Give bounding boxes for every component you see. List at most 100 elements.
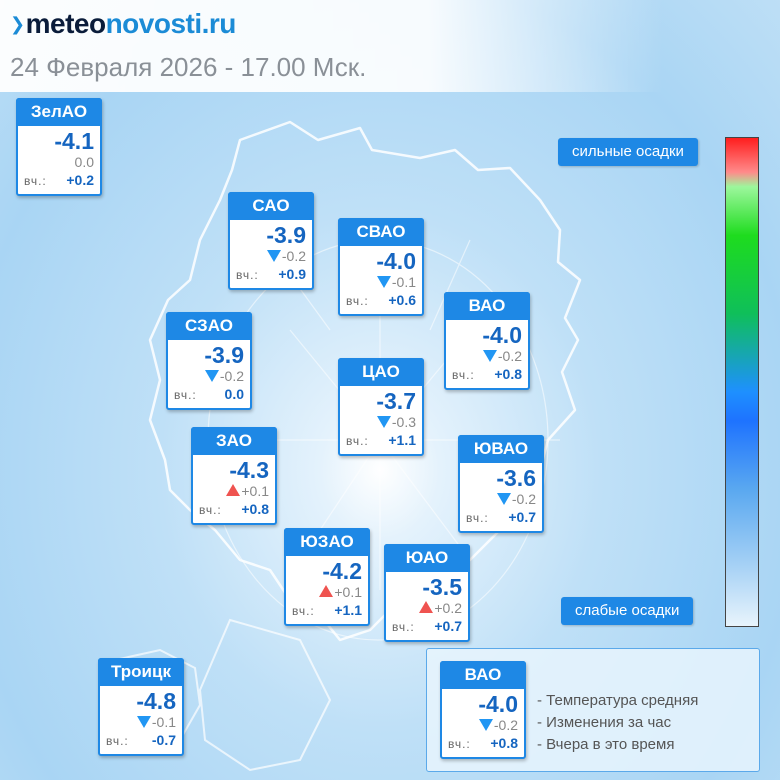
hourly-change: -0.2 [174,368,244,385]
hourly-change-value: -0.2 [493,717,518,733]
district-card-yuzao[interactable]: ЮЗАО -4.2 +0.1 вч.: +1.1 [284,528,370,626]
trend-down-icon [482,350,497,362]
yesterday-label: вч.: [236,268,259,282]
hourly-change: 0.0 [24,154,94,171]
yesterday-label: вч.: [448,737,471,751]
district-card-body: -4.0 -0.1 вч.: +0.6 [340,246,422,314]
district-card-svao[interactable]: СВАО -4.0 -0.1 вч.: +0.6 [338,218,424,316]
district-name: ЮАО [384,544,470,572]
average-temperature: -4.2 [322,558,362,584]
yesterday-row: вч.: +0.8 [452,365,522,384]
district-name: ЮВАО [458,435,544,463]
district-name: СВАО [338,218,424,246]
yesterday-label: вч.: [392,620,415,634]
yesterday-value: 0.0 [224,386,244,402]
yesterday-row: вч.: +0.2 [24,171,94,190]
district-card-body: -3.7 -0.3 вч.: +1.1 [340,386,422,454]
trend-up-icon [319,585,334,597]
trend-up-icon [419,601,434,613]
hourly-change-value: +0.1 [241,483,269,499]
hourly-change-value: -0.3 [391,414,416,430]
yesterday-row: вч.: +0.8 [199,500,269,519]
district-card-body: -3.5 +0.2 вч.: +0.7 [386,572,468,640]
yesterday-value: +0.8 [241,501,269,517]
trend-down-icon [204,370,219,382]
average-temperature: -3.9 [266,222,306,248]
yesterday-row: вч.: +0.6 [346,291,416,310]
hourly-change-value: +0.2 [434,600,462,616]
yesterday-label: вч.: [24,174,47,188]
district-card-vao[interactable]: ВАО -4.0 -0.2 вч.: +0.8 [444,292,530,390]
district-card-zelao[interactable]: ЗелАО -4.1 0.0 вч.: +0.2 [16,98,102,196]
hourly-change: -0.2 [448,717,518,734]
yesterday-label: вч.: [346,294,369,308]
yesterday-label: вч.: [174,388,197,402]
hourly-change-value: -0.2 [281,248,306,264]
district-card-zao[interactable]: ЗАО -4.3 +0.1 вч.: +0.8 [191,427,277,525]
district-name: ЗелАО [16,98,102,126]
yesterday-value: +0.9 [278,266,306,282]
district-card-troick[interactable]: Троицк -4.8 -0.1 вч.: -0.7 [98,658,184,756]
district-card-body: -3.6 -0.2 вч.: +0.7 [460,463,542,531]
hourly-change-value: -0.2 [497,348,522,364]
yesterday-label: вч.: [199,503,222,517]
district-card-body: -4.3 +0.1 вч.: +0.8 [193,455,275,523]
yesterday-label: вч.: [106,734,129,748]
site-logo[interactable]: ❯meteonovosti.ru [10,8,236,40]
average-temperature: -3.9 [204,342,244,368]
hourly-change: -0.2 [236,248,306,265]
trend-down-icon [478,719,493,731]
district-card-yuvao[interactable]: ЮВАО -3.6 -0.2 вч.: +0.7 [458,435,544,533]
yesterday-label: вч.: [452,368,475,382]
district-name: ВАО [444,292,530,320]
hourly-change: -0.1 [106,714,176,731]
hourly-change-value: 0.0 [74,154,94,170]
logo-text-blue: novosti.ru [105,8,237,39]
yesterday-row: вч.: +1.1 [346,431,416,450]
hourly-change-value: -0.1 [151,714,176,730]
legend-line-temp: - Температура средняя [537,692,699,709]
district-card-sao[interactable]: САО -3.9 -0.2 вч.: +0.9 [228,192,314,290]
trend-up-icon [226,484,241,496]
yesterday-row: вч.: +0.7 [466,508,536,527]
scale-label-heavy: сильные осадки [558,138,698,166]
district-card-body: -4.0 -0.2 вч.: +0.8 [446,320,528,388]
yesterday-value: +0.8 [490,735,518,751]
hourly-change: -0.3 [346,414,416,431]
district-card-szao[interactable]: СЗАО -3.9 -0.2 вч.: 0.0 [166,312,252,410]
hourly-change-value: -0.2 [219,368,244,384]
district-name: ЦАО [338,358,424,386]
hourly-change: -0.2 [466,491,536,508]
district-name: СЗАО [166,312,252,340]
average-temperature: -4.0 [482,322,522,348]
hourly-change: +0.1 [292,584,362,601]
legend-line-yesterday: - Вчера в это время [537,736,675,753]
average-temperature: -4.8 [136,688,176,714]
trend-down-icon [496,493,511,505]
trend-down-icon [136,716,151,728]
district-name: ЗАО [191,427,277,455]
average-temperature: -3.6 [496,465,536,491]
district-card-cao[interactable]: ЦАО -3.7 -0.3 вч.: +1.1 [338,358,424,456]
scale-label-light: слабые осадки [561,597,694,625]
district-card-body: -3.9 -0.2 вч.: 0.0 [168,340,250,408]
hourly-change-value: -0.1 [391,274,416,290]
district-card-yuao[interactable]: ЮАО -3.5 +0.2 вч.: +0.7 [384,544,470,642]
yesterday-value: +1.1 [334,602,362,618]
yesterday-value: +0.7 [434,618,462,634]
district-name: САО [228,192,314,220]
district-name: Троицк [98,658,184,686]
district-card-body: -4.1 0.0 вч.: +0.2 [18,126,100,194]
hourly-change-value: +0.1 [334,584,362,600]
average-temperature: -4.0 [376,248,416,274]
yesterday-row: вч.: -0.7 [106,731,176,750]
district-card-legend-sample: ВАО -4.0 -0.2 вч.: +0.8 [440,661,526,759]
trend-down-icon [266,250,281,262]
district-card-body: -4.0 -0.2 вч.: +0.8 [442,689,524,757]
new-moscow-outline [198,618,332,772]
average-temperature: -4.1 [54,128,94,154]
legend-line-change: - Изменения за час [537,714,672,731]
yesterday-value: +1.1 [388,432,416,448]
header: ❯meteonovosti.ru 24 Февраля 2026 - 17.00… [0,0,780,92]
